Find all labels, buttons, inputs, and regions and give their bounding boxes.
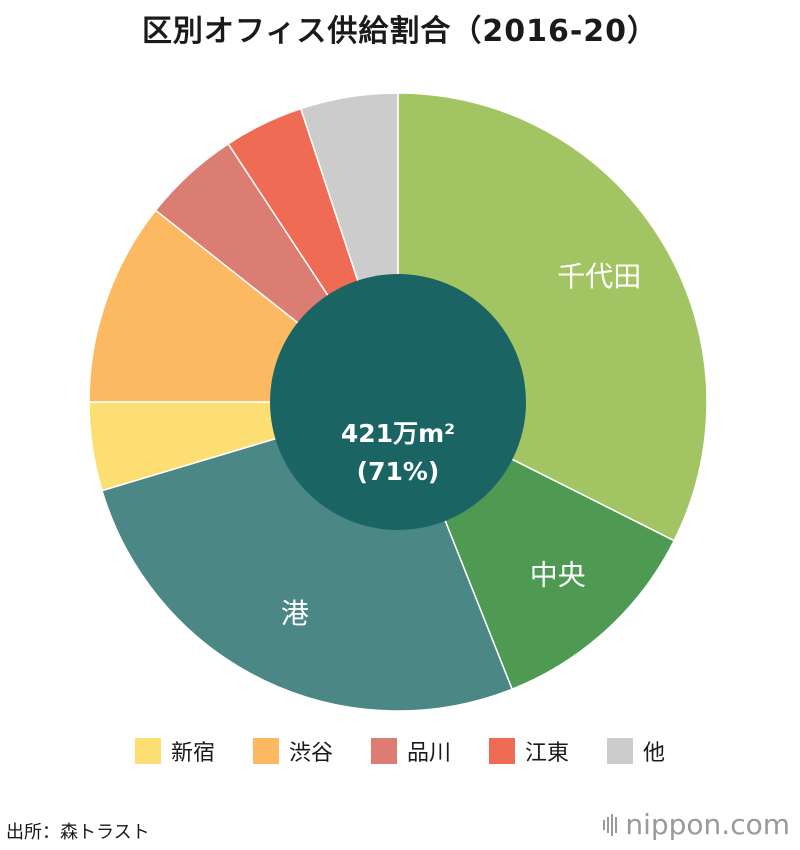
chart-title: 区別オフィス供給割合（2016-20） — [141, 14, 659, 49]
legend-label: 渋谷 — [288, 741, 333, 766]
legend-item-3: 江東 — [489, 735, 569, 767]
source-note: 出所：森トラスト — [6, 822, 150, 843]
inner-label-total: 421万m² — [341, 419, 455, 448]
legend-label: 新宿 — [170, 741, 215, 766]
inner-label-share: (71%) — [357, 457, 440, 486]
brand-logo: nippon.com — [603, 808, 790, 841]
inner-circle-group: 421万m² (71%) — [270, 274, 526, 530]
slice-label-1: 中央 — [530, 558, 586, 591]
legend-label: 他 — [643, 741, 666, 766]
legend-item-1: 渋谷 — [252, 735, 333, 767]
inner-circle — [270, 274, 526, 530]
legend-item-2: 品川 — [370, 735, 451, 767]
brand-bars-icon — [603, 813, 618, 836]
brand-text: nippon.com — [625, 808, 790, 841]
legend-swatch — [252, 738, 279, 764]
slice-label-0: 千代田 — [557, 260, 641, 293]
legend-swatch — [489, 738, 515, 764]
slice-label-2: 港 — [281, 597, 309, 630]
legend: 新宿 渋谷 品川 江東 他 — [0, 735, 800, 767]
legend-item-0: 新宿 — [134, 735, 215, 767]
legend-item-4: 他 — [607, 735, 665, 767]
legend-swatch — [370, 738, 397, 764]
legend-label: 江東 — [525, 741, 570, 766]
legend-swatch — [134, 738, 161, 764]
legend-swatch — [607, 738, 634, 764]
legend-label: 品川 — [406, 741, 451, 766]
